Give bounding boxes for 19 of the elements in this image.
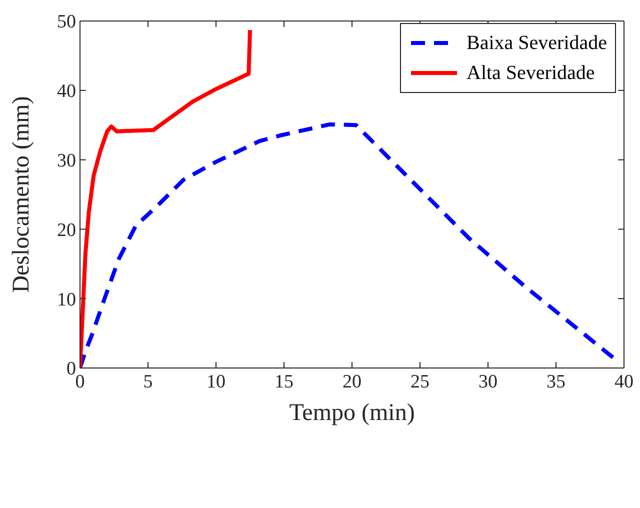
legend-label: Alta Severidade: [466, 62, 595, 84]
x-tick-label: 20: [342, 371, 362, 392]
x-axis-title: Tempo (min): [289, 400, 415, 426]
line-series: [80, 28, 252, 368]
x-tick-label: 15: [274, 371, 294, 392]
y-tick-label: 50: [57, 12, 76, 33]
y-tick-label: 20: [57, 220, 76, 241]
x-tick-label: 40: [614, 371, 634, 392]
y-axis-title: Deslocamento (mm): [8, 96, 35, 293]
y-tick-label: 10: [57, 289, 76, 310]
x-tick-label: 10: [206, 371, 226, 392]
y-tick-label: 30: [57, 150, 76, 172]
line-series: [80, 122, 616, 368]
legend-label: Baixa Severidade: [466, 32, 607, 54]
x-tick-label: 5: [143, 371, 153, 392]
x-tick-label: 25: [410, 371, 430, 392]
x-tick-label: 30: [478, 371, 498, 392]
x-tick-label: 35: [546, 371, 566, 392]
y-tick-label: 40: [57, 81, 76, 102]
